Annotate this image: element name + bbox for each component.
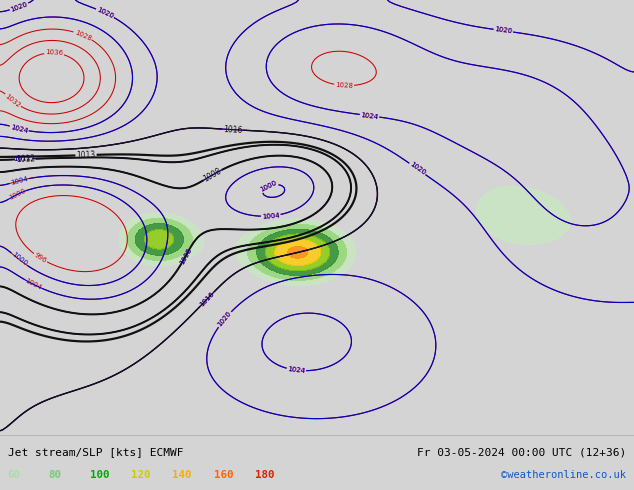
- Text: 1000: 1000: [10, 251, 28, 268]
- Text: ©weatheronline.co.uk: ©weatheronline.co.uk: [501, 470, 626, 480]
- Text: 1012: 1012: [13, 156, 31, 163]
- Text: 1020: 1020: [408, 161, 427, 176]
- Text: 1028: 1028: [74, 29, 92, 42]
- Text: 1000: 1000: [259, 179, 278, 193]
- Text: 1000: 1000: [8, 188, 27, 201]
- Text: 1020: 1020: [494, 26, 513, 35]
- Text: 1024: 1024: [360, 112, 378, 120]
- Text: 996: 996: [33, 252, 48, 264]
- Text: 80: 80: [49, 470, 62, 480]
- Text: 1008: 1008: [179, 246, 193, 265]
- Text: 1000: 1000: [259, 179, 278, 193]
- Text: 1024: 1024: [287, 366, 306, 374]
- Text: 1016: 1016: [198, 291, 216, 308]
- Text: 1024: 1024: [10, 123, 29, 134]
- Text: 1013: 1013: [76, 150, 96, 160]
- Text: 120: 120: [131, 470, 151, 480]
- Text: 1024: 1024: [360, 112, 378, 120]
- Text: Fr 03-05-2024 00:00 UTC (12+36): Fr 03-05-2024 00:00 UTC (12+36): [417, 447, 626, 457]
- Text: 1020: 1020: [10, 0, 29, 12]
- Text: 1008: 1008: [179, 246, 193, 265]
- Text: 1004: 1004: [24, 277, 42, 291]
- Text: 1024: 1024: [10, 123, 29, 134]
- Text: 1024: 1024: [287, 366, 306, 374]
- Text: 1020: 1020: [96, 6, 115, 20]
- Text: 1020: 1020: [494, 26, 513, 35]
- Text: 1012: 1012: [16, 154, 36, 164]
- Text: 1016: 1016: [198, 291, 216, 308]
- Text: 180: 180: [255, 470, 275, 480]
- Text: 1004: 1004: [10, 175, 29, 186]
- Text: Jet stream/SLP [kts] ECMWF: Jet stream/SLP [kts] ECMWF: [8, 447, 183, 457]
- Text: 60: 60: [8, 470, 21, 480]
- Text: 1020: 1020: [408, 161, 427, 176]
- Text: 1020: 1020: [217, 311, 233, 328]
- Text: 1020: 1020: [10, 0, 29, 12]
- Text: 160: 160: [214, 470, 233, 480]
- Text: 100: 100: [90, 470, 110, 480]
- Text: 1020: 1020: [96, 6, 115, 20]
- Text: 1004: 1004: [262, 212, 280, 220]
- Text: 1020: 1020: [217, 311, 233, 328]
- Text: 1004: 1004: [262, 212, 280, 220]
- Text: 1012: 1012: [13, 156, 31, 163]
- Text: 140: 140: [172, 470, 192, 480]
- Text: 1008: 1008: [202, 166, 223, 184]
- Text: 1036: 1036: [45, 49, 63, 56]
- Text: 1028: 1028: [335, 82, 353, 89]
- Text: 1016: 1016: [223, 124, 242, 135]
- Text: 1032: 1032: [4, 93, 22, 108]
